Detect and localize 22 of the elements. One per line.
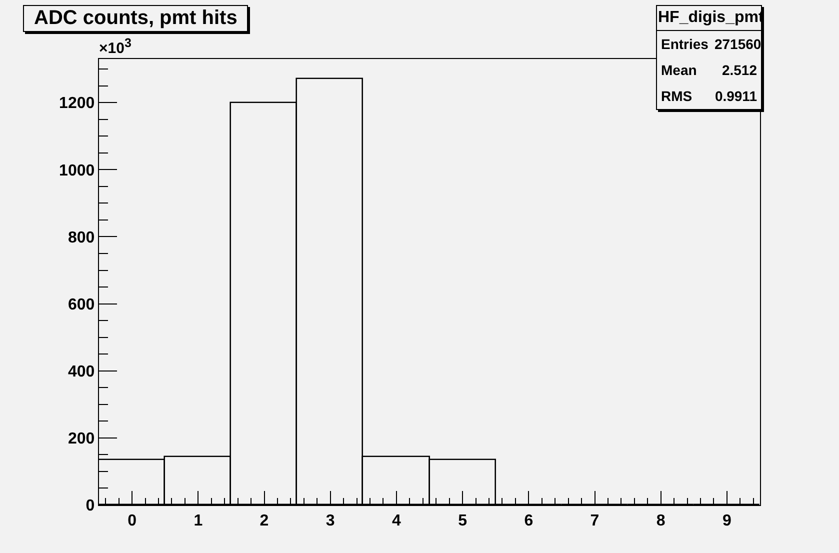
y-tick-label: 1200 [59, 95, 95, 112]
chart-title: ADC counts, pmt hits [23, 5, 248, 32]
y-tick-label: 600 [68, 296, 95, 314]
x-tick-label: 6 [524, 512, 534, 530]
x-tick-label: 0 [128, 512, 137, 530]
y-tick-label: 400 [68, 363, 95, 380]
x-tick-label: 3 [326, 512, 335, 530]
x-tick-label: 8 [656, 512, 666, 530]
y-tick-label: 0 [86, 498, 95, 515]
x-tick-label: 1 [194, 512, 203, 530]
text: ×10$^{3}$ [99, 36, 132, 57]
text: RMS 0.9911 [661, 88, 757, 104]
text: Mean 2.512 [661, 62, 757, 78]
x-tick-label: 9 [722, 512, 732, 530]
x-tick-label: 4 [392, 512, 401, 530]
y-tick-label: 200 [68, 430, 95, 448]
text: Entries 271560 [661, 36, 762, 52]
x-tick-label: 2 [260, 512, 269, 530]
x-tick-label: 7 [590, 512, 600, 530]
y-tick-label: 800 [68, 229, 95, 246]
y-tick-label: 1000 [59, 162, 95, 180]
x-tick-label: 5 [458, 512, 468, 530]
